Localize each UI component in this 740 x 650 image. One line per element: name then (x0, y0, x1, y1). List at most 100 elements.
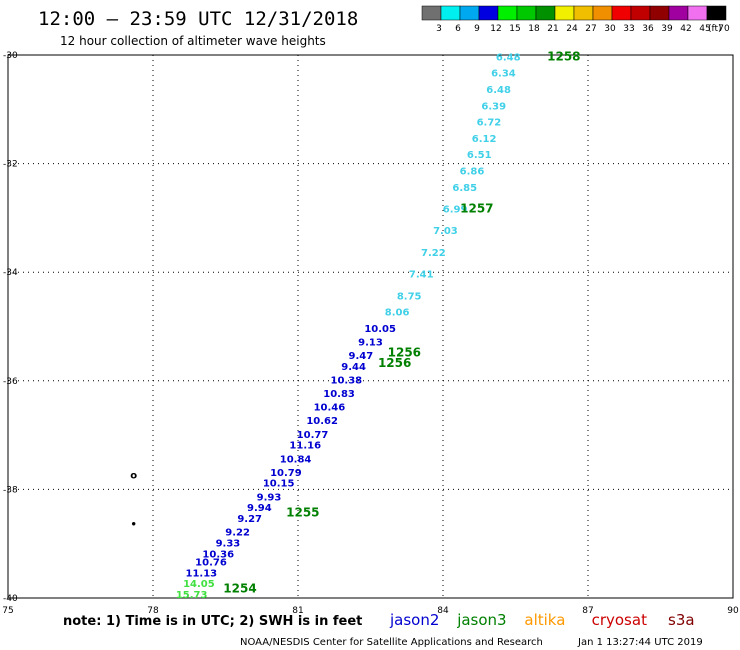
data-points: 6.48 6.34 6.48 6.39 6.72 6.12 6.51 6.86 6.85 6.99… (130, 52, 520, 601)
swh-point: 11.16 (289, 441, 321, 452)
swh-point: 10.76 (195, 557, 227, 568)
y-tick-label: -40 (3, 594, 18, 604)
legend-swatch (554, 5, 575, 21)
footnote: note: 1) Time is in UTC; 2) SWH is in fe… (63, 614, 362, 629)
y-tick-label: -32 (3, 160, 18, 170)
swh-point: 6.51 (467, 150, 492, 161)
time-label: 1256 (378, 356, 411, 370)
credit-line: NOAA/NESDIS Center for Satellite Applica… (240, 637, 543, 648)
swh-point: 9.44 (341, 362, 366, 373)
y-tick-label: -34 (3, 268, 18, 278)
legend-swatch (421, 5, 442, 21)
x-tick-label: 78 (147, 606, 159, 616)
swh-point: 11.13 (186, 568, 218, 579)
chart-title: 12:00 – 23:59 UTC 12/31/2018 (38, 8, 358, 30)
swh-point: 10.79 (270, 468, 302, 479)
y-tick-label: -36 (3, 377, 18, 387)
legend-tick-label: 39 (661, 24, 673, 34)
satellite-jason3: jason3 (456, 611, 506, 629)
x-tick-label: 87 (582, 606, 593, 616)
x-tick-label: 81 (292, 606, 303, 616)
color-legend: 3 6 9 12 15 18 21 24 27 30 33 36 39 42 45 70 (421, 5, 730, 34)
swh-point: 9.13 (358, 338, 383, 349)
swh-point: o (130, 471, 137, 482)
swh-point: 10.38 (331, 376, 363, 387)
plot-frame (7, 54, 734, 599)
legend-swatch (516, 5, 537, 21)
legend-tick-label: 15 (509, 24, 520, 34)
legend-swatch (459, 5, 480, 21)
swh-point: 9.33 (216, 538, 241, 549)
swh-point: 9.22 (225, 528, 250, 539)
chart-subtitle: 12 hour collection of altimeter wave hei… (60, 34, 326, 48)
swh-point: 7.22 (421, 248, 446, 259)
legend-swatch (668, 5, 689, 21)
swh-point: 9.47 (348, 351, 373, 362)
legend-tick-label: 36 (642, 24, 654, 34)
swh-point: 6.48 (486, 85, 511, 96)
legend-swatch (440, 5, 461, 21)
swh-point: • (130, 519, 136, 530)
swh-point: 6.85 (452, 183, 477, 194)
legend-unit: (ft) (708, 24, 722, 34)
swh-point: 10.46 (314, 403, 346, 414)
legend-tick-label: 24 (566, 24, 578, 34)
swh-point: 10.05 (364, 324, 396, 335)
legend-swatch (687, 5, 708, 21)
legend-swatch (706, 5, 727, 21)
legend-tick-label: 42 (680, 24, 691, 34)
swh-point: 10.83 (323, 389, 355, 400)
swh-point: 6.39 (481, 101, 506, 112)
legend-swatch (592, 5, 613, 21)
legend-swatch (649, 5, 670, 21)
swh-point: 10.62 (306, 416, 338, 427)
swh-point: 9.93 (257, 492, 282, 503)
satellite-s3a: s3a (668, 611, 695, 629)
satellite-altika: altika (524, 611, 565, 629)
swh-point: 10.36 (202, 549, 234, 560)
time-label: 1256 (388, 345, 421, 359)
legend-swatch (630, 5, 651, 21)
legend-swatch (611, 5, 632, 21)
legend-tick-label: 33 (623, 24, 634, 34)
y-tick-label: -30 (3, 51, 18, 61)
swh-point: 9.94 (247, 503, 272, 514)
swh-point: 10.77 (297, 430, 329, 441)
legend-swatch (573, 5, 594, 21)
legend-tick-label: 18 (528, 24, 540, 34)
swh-point: 6.99 (443, 204, 468, 215)
swh-point: 10.84 (280, 454, 312, 465)
swh-point: 8.75 (397, 291, 422, 302)
y-tick-label: -38 (3, 485, 18, 495)
x-axis-ticks: 75 78 81 84 87 90 (2, 606, 739, 616)
swh-point: 10.15 (263, 479, 295, 490)
legend-tick-label: 9 (474, 24, 480, 34)
legend-swatch (497, 5, 518, 21)
swh-point: 6.34 (491, 69, 516, 80)
legend-tick-label: 30 (604, 24, 616, 34)
swh-point: 6.12 (472, 134, 497, 145)
time-label: 1255 (286, 506, 319, 520)
legend-tick-label: 27 (585, 24, 596, 34)
swh-point: 9.27 (237, 514, 262, 525)
swh-point: 6.86 (460, 166, 485, 177)
legend-swatch (535, 5, 556, 21)
swh-point: 6.48 (496, 52, 521, 63)
legend-tick-label: 12 (490, 24, 501, 34)
legend-tick-label: 45 (699, 24, 710, 34)
legend-tick-label: 6 (455, 24, 461, 34)
timestamp: Jan 1 13:27:44 UTC 2019 (577, 637, 703, 648)
swh-point: 6.72 (477, 118, 502, 129)
legend-tick-label: 3 (436, 24, 442, 34)
x-tick-label: 84 (437, 606, 449, 616)
legend-swatch (478, 5, 499, 21)
grid-lines (8, 55, 733, 598)
time-label: 1254 (223, 582, 256, 596)
swh-point: 7.41 (409, 270, 434, 281)
satellite-legend: jason2 jason3 altika cryosat s3a (389, 611, 695, 629)
time-label: 1258 (547, 49, 580, 63)
satellite-cryosat: cryosat (592, 611, 647, 629)
satellite-jason2: jason2 (389, 611, 439, 629)
